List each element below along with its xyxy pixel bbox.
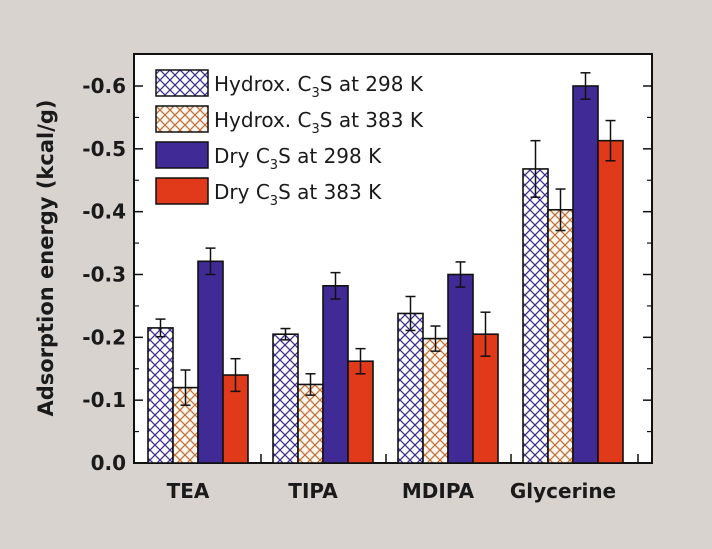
legend-label: Dry C3S at 298 K: [214, 144, 382, 173]
legend-label: Hydrox. C3S at 383 K: [214, 108, 424, 137]
bar: [422, 337, 449, 464]
legend-label: Dry C3S at 383 K: [214, 180, 382, 209]
legend-swatch: [155, 141, 209, 169]
bar: [147, 327, 174, 464]
bar: [397, 312, 424, 464]
legend: Hydrox. C3S at 298 K Hydrox. C3S at 383 K…: [155, 69, 424, 209]
y-tick-label: -0.1: [82, 388, 126, 412]
y-axis-title: Adsorption energy (kcal/g): [34, 99, 58, 416]
bar: [297, 383, 324, 464]
bar: [272, 333, 299, 464]
x-category-label: Glycerine: [510, 479, 616, 503]
bar: [572, 85, 599, 464]
x-category-label: TEA: [167, 479, 210, 503]
y-tick-label: -0.4: [82, 200, 126, 224]
bar: [347, 360, 374, 464]
bar: [522, 168, 549, 464]
bar: [547, 208, 574, 464]
bar: [322, 285, 349, 464]
legend-swatch: [155, 69, 209, 97]
bar: [597, 139, 624, 464]
y-tick-label: 0.0: [91, 451, 126, 475]
bar: [447, 273, 474, 464]
x-axis: TEA TIPA MDIPA Glycerine: [167, 454, 639, 503]
y-tick-label: -0.5: [82, 137, 126, 161]
legend-label: Hydrox. C3S at 298 K: [214, 72, 424, 101]
bars: [147, 72, 624, 464]
y-tick-label: -0.6: [82, 74, 126, 98]
bar: [197, 260, 224, 464]
y-tick-label: -0.2: [82, 325, 126, 349]
y-tick-label: -0.3: [82, 263, 126, 287]
y-axis: 0.0 -0.1 -0.2 -0.3 -0.4 -0.5 -0.6: [82, 74, 652, 475]
legend-swatch: [155, 105, 209, 133]
x-category-label: TIPA: [288, 479, 338, 503]
x-category-label: MDIPA: [402, 479, 475, 503]
legend-swatch: [155, 177, 209, 205]
